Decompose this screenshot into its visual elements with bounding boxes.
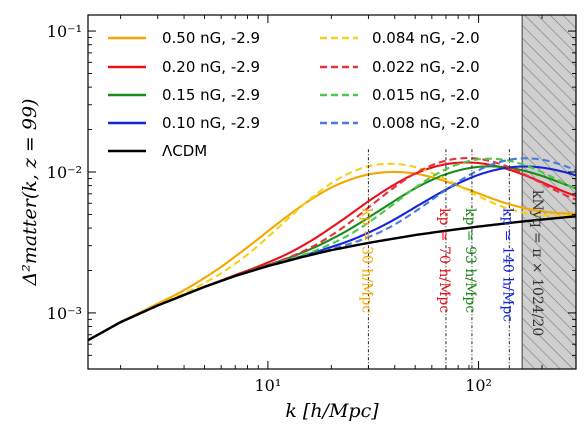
legend-label-dashed-1: 0.084 nG, -2.0: [372, 29, 480, 47]
legend-label-dashed-2: 0.022 nG, -2.0: [372, 58, 480, 76]
y-tick-label-2: 10⁻²: [47, 163, 82, 182]
legend-label-solid-1: 0.50 nG, -2.9: [162, 29, 260, 47]
curves-layer: [88, 157, 576, 342]
series-line-1: [88, 170, 576, 342]
y-tick-label-1: 10⁻³: [47, 304, 82, 323]
kp-marker-label-1: kp ≃ 30 h/Mpc: [358, 208, 374, 313]
legend-label-lcdm: ΛCDM: [162, 142, 207, 160]
legend-label-solid-3: 0.15 nG, -2.9: [162, 86, 260, 104]
kp-marker-label-3: kp ≃ 93 h/Mpc: [462, 208, 478, 313]
x-tick-label-1: 10¹: [255, 376, 282, 395]
markers-layer: kp ≃ 30 h/Mpc kp ≃ 70 h/Mpc kp ≃ 93 h/Mpc k…: [358, 149, 545, 369]
plot-frame: [87, 14, 577, 370]
axes-frame-layer: 10¹ 10² 10⁻³ 10⁻² 10⁻¹: [47, 14, 577, 395]
legend-label-dashed-4: 0.008 nG, -2.0: [372, 114, 480, 132]
legend-label-solid-4: 0.10 nG, -2.9: [162, 114, 260, 132]
kp-marker-label-4: kp ≃ 140 h/Mpc: [499, 208, 515, 322]
kp-marker-label-2: kp ≃ 70 h/Mpc: [436, 208, 452, 313]
nyquist-label: kNyq = π × 1024/20: [529, 190, 545, 336]
x-axis-label: k [h/Mpc]: [285, 400, 379, 422]
x-tick-label-2: 10²: [465, 376, 492, 395]
y-axis-label: Δ²matter(k, z = 99): [19, 99, 41, 287]
legend-label-dashed-3: 0.015 nG, -2.0: [372, 86, 480, 104]
lcdm-line: [88, 215, 576, 342]
legend-label-solid-2: 0.20 nG, -2.9: [162, 58, 260, 76]
y-tick-label-3: 10⁻¹: [47, 22, 82, 41]
legend-layer: 0.50 nG, -2.9 0.20 nG, -2.9 0.15 nG, -2.9 0…: [108, 29, 480, 160]
